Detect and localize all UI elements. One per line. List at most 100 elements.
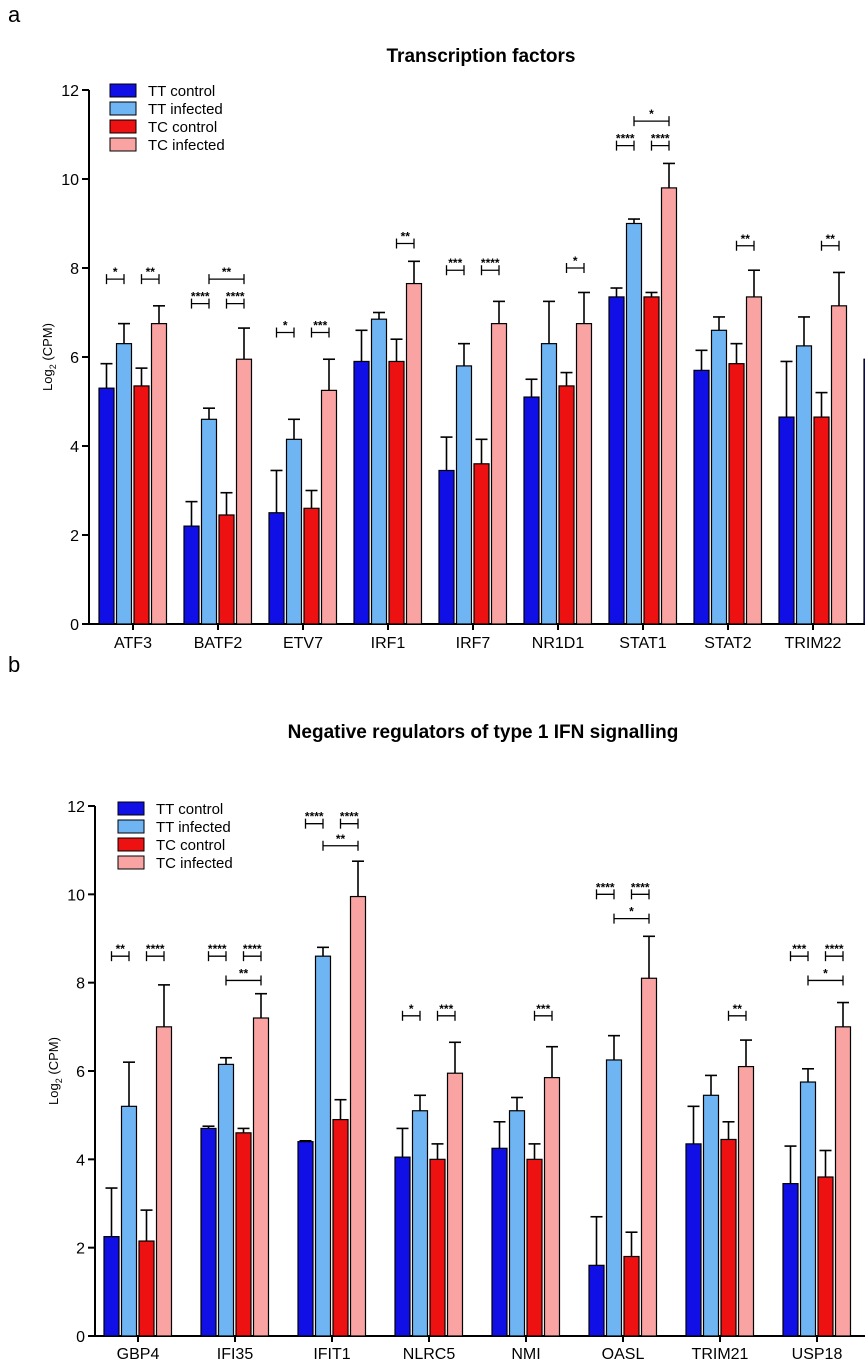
legend-label: TC infected <box>156 855 233 872</box>
y-tick-label: 12 <box>67 799 85 816</box>
bar <box>314 955 332 1337</box>
legend-label: TT infected <box>148 101 223 118</box>
significance-label: ** <box>826 232 836 246</box>
significance-label: **** <box>146 942 165 956</box>
bar <box>138 1240 155 1337</box>
bar <box>685 1143 702 1337</box>
legend-swatch <box>117 801 145 816</box>
bar <box>155 1026 173 1337</box>
significance-label: * <box>573 254 578 268</box>
bar <box>702 1094 720 1337</box>
significance-label: ** <box>741 232 751 246</box>
significance-label: **** <box>243 942 262 956</box>
transcription-factors-chart: 0 2 4 6 8 10 12 Log2 (CPM) ATF3 BATF2 ETV7 IRF1 IRF7… <box>40 83 865 652</box>
legend-label: TT control <box>148 83 215 100</box>
significance-label: * <box>409 1002 414 1016</box>
category-label: NLRC5 <box>403 1346 456 1363</box>
legend-label: TT control <box>156 801 223 818</box>
y-tick-label: 0 <box>76 1329 85 1346</box>
bar <box>605 1059 623 1337</box>
bar <box>491 1147 508 1337</box>
category-label: IRF1 <box>371 635 406 652</box>
legend-label: TC infected <box>148 137 225 154</box>
chart-a-title: Transcription factors <box>386 46 576 67</box>
significance-label: ** <box>733 1002 743 1016</box>
legend-swatch <box>117 855 145 870</box>
bar <box>297 1141 314 1337</box>
category-label: IRF7 <box>456 635 491 652</box>
bar <box>543 1077 561 1337</box>
panel-a-letter: a <box>8 2 21 27</box>
bar <box>446 1072 464 1337</box>
legend-swatch <box>109 119 137 134</box>
significance-label: *** <box>792 942 806 956</box>
y-axis-title: Log2 (CPM) <box>46 1037 64 1105</box>
bar <box>623 1255 640 1337</box>
bar <box>834 1026 852 1337</box>
bar <box>782 1183 799 1337</box>
y-tick-label: 8 <box>76 976 85 993</box>
significance-label: **** <box>305 810 324 824</box>
bar <box>640 977 658 1337</box>
significance-label: **** <box>340 810 359 824</box>
y-axis-title: Log2 (CPM) <box>40 323 58 391</box>
bar <box>332 1118 349 1337</box>
significance-label: *** <box>439 1002 453 1016</box>
significance-label: *** <box>448 256 462 270</box>
significance-label: * <box>113 265 118 279</box>
significance-label: *** <box>313 319 327 333</box>
legend-swatch <box>109 83 137 98</box>
category-label: STAT2 <box>704 635 752 652</box>
category-label: GBP4 <box>117 1346 160 1363</box>
significance-label: **** <box>208 942 227 956</box>
bar <box>349 895 367 1337</box>
category-label: BATF2 <box>194 635 243 652</box>
significance-label: ** <box>146 265 156 279</box>
significance-label: * <box>823 966 828 980</box>
bar <box>394 1156 411 1337</box>
legend-label: TC control <box>148 119 217 136</box>
significance-label: **** <box>825 942 844 956</box>
significance-label: *** <box>536 1002 550 1016</box>
category-label: NMI <box>511 1346 540 1363</box>
bar <box>508 1110 526 1337</box>
category-label: ATF3 <box>114 635 152 652</box>
category-label: TRIM22 <box>785 635 842 652</box>
significance-label: **** <box>226 290 245 304</box>
significance-label: **** <box>191 290 210 304</box>
bar <box>235 1132 252 1337</box>
bar <box>200 1127 217 1337</box>
significance-label: **** <box>596 880 615 894</box>
significance-label: ** <box>116 942 126 956</box>
bar <box>799 1081 817 1337</box>
significance-label: **** <box>481 256 500 270</box>
category-label: IFI35 <box>217 1346 254 1363</box>
significance-label: * <box>649 107 654 121</box>
category-label: TRIM21 <box>692 1346 749 1363</box>
bar <box>252 1017 270 1337</box>
significance-label: * <box>629 905 634 919</box>
category-label: IFIT1 <box>313 1346 350 1363</box>
y-tick-label: 2 <box>70 528 79 545</box>
bar <box>103 1236 120 1337</box>
category-label: OASL <box>602 1346 645 1363</box>
legend-label: TC control <box>156 837 225 854</box>
y-tick-label: 4 <box>76 1152 85 1169</box>
chart-b-title: Negative regulators of type 1 IFN signal… <box>287 722 679 743</box>
significance-label: **** <box>631 880 650 894</box>
legend-swatch <box>117 837 145 852</box>
category-label: USP18 <box>792 1346 843 1363</box>
bar <box>817 1176 834 1337</box>
legend-label: TT infected <box>156 819 231 836</box>
legend-swatch <box>117 819 145 834</box>
y-tick-label: 12 <box>61 83 79 100</box>
bar <box>217 1063 235 1337</box>
legend-swatch <box>109 101 137 116</box>
y-tick-label: 8 <box>70 261 79 278</box>
y-tick-label: 4 <box>70 439 79 456</box>
bar <box>120 1105 138 1337</box>
legend-swatch <box>109 137 137 152</box>
significance-label: ** <box>336 832 346 846</box>
bar <box>429 1158 446 1337</box>
